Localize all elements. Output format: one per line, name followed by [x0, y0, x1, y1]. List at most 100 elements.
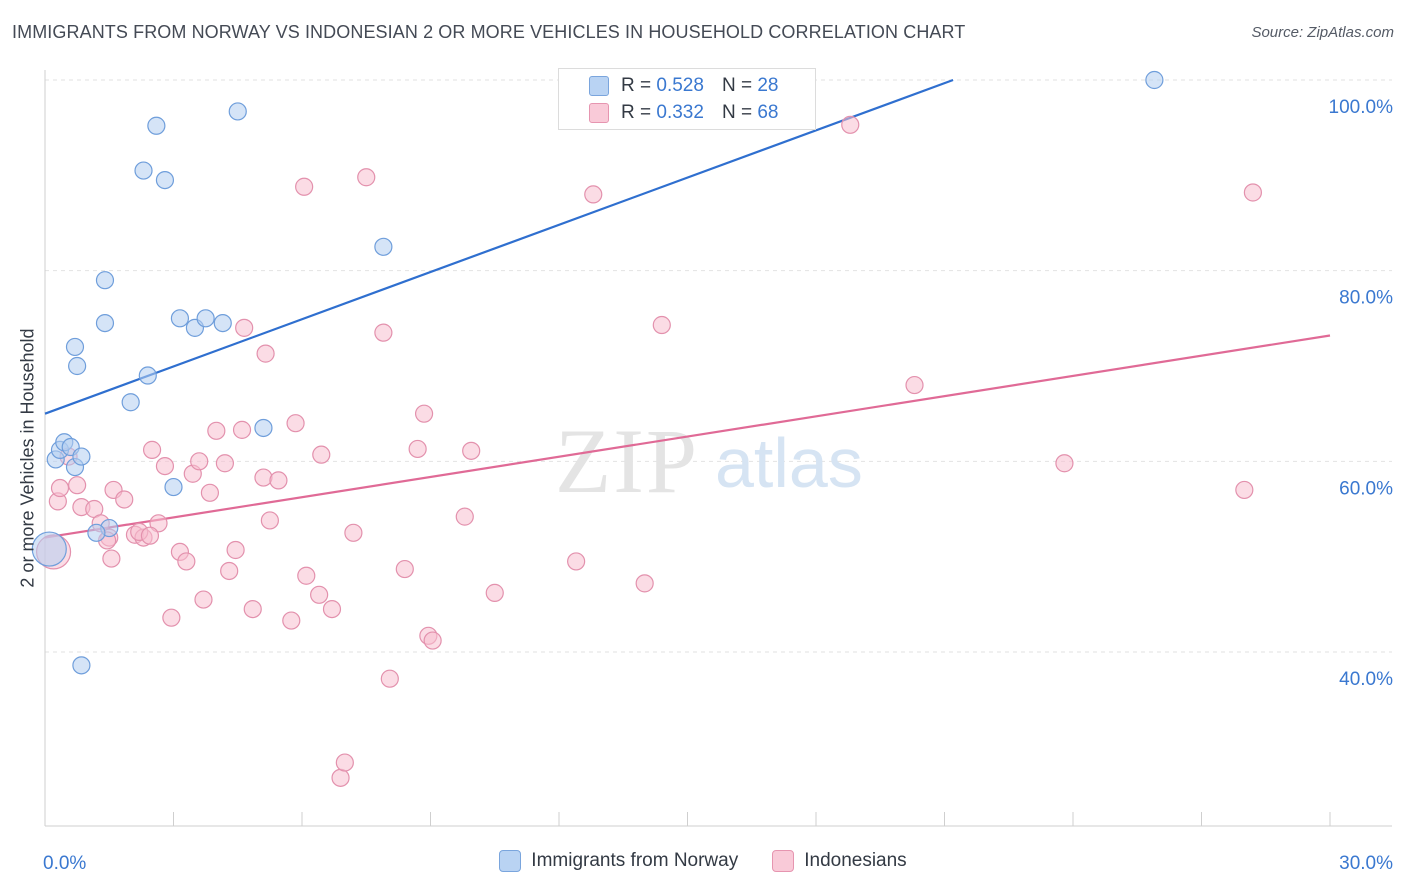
- indonesians-point: [286, 414, 305, 433]
- stats-n-value-indonesians: 68: [757, 102, 779, 123]
- indonesians-point: [220, 561, 239, 581]
- indonesians-point: [841, 115, 860, 134]
- indonesians-point: [256, 344, 275, 363]
- y-tick-label: 60.0%: [1339, 478, 1393, 499]
- watermark-zip: ZIP: [555, 410, 699, 512]
- stats-swatch-indonesians: [589, 103, 609, 123]
- indonesians-point: [162, 608, 181, 627]
- stats-r-label: R =: [621, 102, 652, 123]
- stats-row-indonesians: R = 0.332 N = 68: [589, 102, 778, 124]
- indonesians-point: [295, 177, 314, 196]
- indonesians-point: [1235, 480, 1254, 500]
- norway-point: [65, 337, 85, 357]
- norway-point: [155, 171, 175, 190]
- watermark: ZIP atlas: [555, 410, 863, 512]
- legend-item-norway[interactable]: Immigrants from Norway: [499, 850, 738, 872]
- indonesians-point: [567, 552, 586, 571]
- indonesians-point: [243, 599, 262, 619]
- indonesians-point: [414, 404, 434, 423]
- norway-point: [147, 116, 166, 135]
- legend-swatch-indonesians: [772, 850, 795, 872]
- norway-point: [196, 309, 215, 328]
- norway-point: [121, 393, 140, 412]
- indonesians-point: [194, 590, 213, 609]
- norway-point: [68, 356, 87, 376]
- stats-n-label: N =: [721, 75, 753, 96]
- indonesians-point: [310, 585, 329, 604]
- indonesians-point: [357, 168, 376, 187]
- y-tick-label: 80.0%: [1339, 288, 1393, 309]
- indonesians-point: [190, 452, 209, 471]
- indonesians-point: [140, 526, 160, 545]
- indonesians-point: [584, 185, 603, 204]
- indonesians-point: [68, 476, 87, 495]
- indonesians-point: [102, 549, 121, 568]
- indonesians-point: [235, 318, 254, 337]
- indonesians-point: [260, 511, 279, 530]
- x-tick-label: 0.0%: [43, 853, 86, 874]
- indonesians-point: [215, 454, 234, 473]
- stats-r-label: R =: [621, 75, 652, 96]
- indonesians-point: [177, 552, 196, 571]
- indonesians-point: [395, 559, 414, 579]
- legend-item-indonesians[interactable]: Indonesians: [772, 850, 907, 872]
- x-tick-label: 30.0%: [1339, 853, 1393, 874]
- norway-point: [72, 447, 91, 466]
- legend-label-indonesians: Indonesians: [804, 850, 907, 871]
- indonesians-point: [142, 440, 162, 459]
- watermark-atlas: atlas: [715, 424, 863, 502]
- norway-point: [95, 314, 115, 333]
- indonesians-point: [1055, 454, 1074, 473]
- stats-box: R = 0.528 N = 28 R = 0.332 N = 68: [558, 68, 816, 130]
- y-axis-label: 2 or more Vehicles in Household: [17, 328, 38, 588]
- indonesians-point: [207, 421, 226, 440]
- indonesians-points: [35, 115, 1263, 787]
- chart-title: IMMIGRANTS FROM NORWAY VS INDONESIAN 2 O…: [12, 22, 966, 42]
- indonesians-point: [232, 420, 252, 439]
- indonesians-point: [1243, 183, 1263, 202]
- indonesians-point: [635, 574, 654, 593]
- trend-lines: [44, 78, 1331, 539]
- norway-point: [164, 477, 183, 497]
- indonesians-point: [344, 523, 363, 542]
- legend-swatch-norway: [499, 850, 522, 872]
- tick-labels: 40.0% 60.0% 80.0% 100.0% 0.0% 30.0%: [43, 97, 1393, 874]
- norway-point: [1145, 70, 1164, 90]
- norway-point: [374, 237, 393, 256]
- legend: Immigrants from Norway Indonesians: [0, 850, 1406, 872]
- indonesians-point: [312, 445, 331, 464]
- stats-r-value-indonesians: 0.332: [656, 102, 704, 123]
- y-tick-label: 40.0%: [1339, 669, 1393, 690]
- stats-n-value-norway: 28: [757, 75, 779, 96]
- indonesians-point: [297, 566, 316, 585]
- indonesians-point: [652, 315, 671, 335]
- indonesians-point: [455, 507, 474, 526]
- indonesians-point: [423, 631, 442, 650]
- axes: [44, 70, 1392, 827]
- norway-point: [138, 366, 157, 385]
- indonesians-point: [331, 768, 350, 787]
- indonesians-point: [50, 478, 70, 498]
- indonesians-point: [322, 599, 342, 619]
- indonesians-point: [155, 457, 175, 476]
- norway-point: [87, 523, 106, 542]
- norway-point: [134, 161, 153, 180]
- norway-point: [228, 102, 247, 121]
- indonesians-point: [200, 483, 220, 502]
- indonesians-point: [282, 611, 301, 630]
- y-tick-label: 100.0%: [1329, 97, 1394, 118]
- norway-point: [254, 418, 273, 438]
- source-label: Source: ZipAtlas.com: [1251, 24, 1394, 41]
- norway-point: [31, 531, 67, 567]
- indonesians-point: [380, 669, 399, 688]
- indonesians-point: [269, 471, 288, 490]
- indonesians-point: [462, 441, 481, 460]
- norway-point: [213, 314, 232, 333]
- indonesians-point: [408, 439, 427, 459]
- indonesians-point: [374, 323, 393, 342]
- stats-row-norway: R = 0.528 N = 28: [589, 75, 778, 97]
- norway-points: [31, 70, 1164, 675]
- indonesians-point: [149, 514, 168, 533]
- norway-point: [95, 271, 115, 290]
